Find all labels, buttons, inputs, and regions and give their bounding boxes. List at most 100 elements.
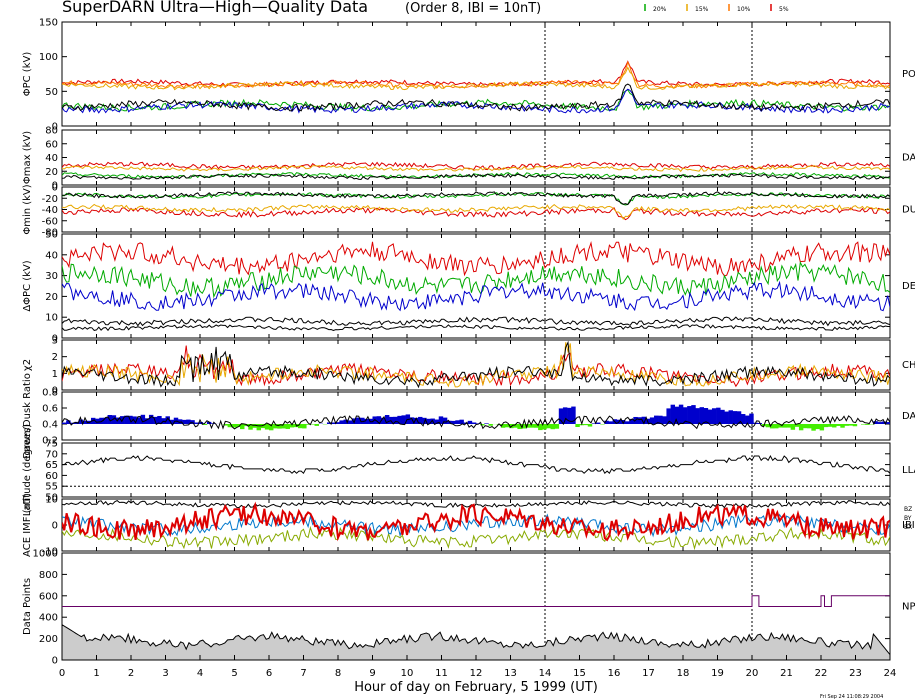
ratio-fill <box>256 424 262 431</box>
y-tick-label: 3 <box>52 336 58 347</box>
y-tick-label: 150 <box>39 18 58 29</box>
ratio-fill <box>865 424 870 425</box>
ratio-fill <box>769 424 775 429</box>
panel-plot-area <box>62 553 890 660</box>
series-line-0 <box>62 500 890 509</box>
y-tick-label: 75 <box>45 439 58 450</box>
ratio-fill <box>604 420 609 424</box>
x-tick-label: 4 <box>197 668 203 679</box>
ratio-fill <box>691 405 696 424</box>
ratio-fill <box>877 422 883 424</box>
ratio-fill <box>836 424 841 426</box>
ratio-fill <box>571 406 576 424</box>
y-axis-label: ACE IMF (nT) <box>22 493 33 557</box>
ratio-fill <box>587 424 593 427</box>
ratio-fill <box>82 420 88 424</box>
ratio-fill <box>347 420 353 424</box>
ratio-fill <box>260 424 266 429</box>
ratio-fill <box>794 424 800 427</box>
ratio-fill <box>331 422 336 424</box>
series-line-2 <box>62 280 890 312</box>
x-tick-label: 23 <box>849 668 862 679</box>
ratio-fill <box>480 424 485 426</box>
ratio-fill <box>438 416 444 424</box>
y-axis-label: ΔΦPC (kV) <box>22 260 33 311</box>
ratio-fill <box>774 424 779 429</box>
y-tick-label: 60 <box>45 471 58 482</box>
y-tick-label: 20 <box>45 167 58 178</box>
panel-plot-area <box>62 340 890 390</box>
ratio-fill <box>397 415 402 424</box>
ratio-fill <box>434 419 440 424</box>
ratio-fill <box>803 424 808 429</box>
panel-phi-pc: 0 50 100 150 ΦPC (kV) PO <box>22 18 915 133</box>
ratio-fill <box>314 424 319 426</box>
y-axis-label: Latitude (degrees) <box>22 424 33 516</box>
panel-phi-min: -80-60-40-200 Φmin (kV) DU <box>22 183 915 239</box>
ratio-fill <box>881 421 887 424</box>
y-tick-label: -80 <box>42 228 58 239</box>
panel-frame <box>61 498 891 552</box>
ratio-fill <box>848 424 854 426</box>
y-tick-label: 10 <box>45 495 58 506</box>
x-axis-label: Hour of day on February, 5 1999 (UT) <box>354 680 598 695</box>
ratio-fill <box>575 424 580 427</box>
ratio-fill <box>649 417 655 424</box>
legend-label-1: 15% <box>695 6 709 13</box>
y-tick-label: 65 <box>45 460 58 471</box>
ratio-fill <box>811 424 816 431</box>
legend: 20% 15% 10% 5% <box>644 4 789 13</box>
ratio-fill <box>683 407 688 424</box>
ratio-fill <box>765 424 771 428</box>
panel-plot-area <box>62 187 890 232</box>
ratio-fill <box>840 424 845 428</box>
ratio-fill <box>198 422 204 424</box>
right-label: PO <box>902 69 915 80</box>
ratio-fill <box>426 418 431 424</box>
ratio-fill <box>529 424 535 428</box>
panel-phi-max: 0 20 40 60 80 Φmax (kV) DAY <box>22 126 915 192</box>
chart-subtitle: (Order 8, IBI = 10nT) <box>405 1 541 16</box>
ratio-fill <box>223 424 228 426</box>
ratio-fill <box>819 424 825 431</box>
ratio-fill <box>798 424 804 431</box>
ratio-fill <box>749 413 754 424</box>
ratio-fill <box>335 422 340 424</box>
x-tick-label: 3 <box>162 668 168 679</box>
ratio-fill <box>306 424 311 425</box>
ratio-fill <box>687 406 692 424</box>
ratio-fill <box>281 424 286 429</box>
imf-component-label: BX <box>904 524 912 531</box>
ratio-fill <box>724 411 729 424</box>
right-label: LLA <box>902 465 915 476</box>
y-tick-label: 1000 <box>33 549 58 560</box>
ratio-fill <box>815 424 820 430</box>
panel-frame <box>61 442 891 498</box>
ratio-fill <box>467 420 473 424</box>
ratio-fill <box>99 417 104 424</box>
ratio-fill <box>716 407 721 424</box>
right-label: NP <box>902 602 915 613</box>
panel-plot-area <box>62 443 890 497</box>
ratio-fill <box>885 422 890 424</box>
x-tick-label: 13 <box>504 668 517 679</box>
ratio-fill <box>384 415 390 424</box>
series-line-5 <box>62 83 890 112</box>
y-axis-label: Dawn/Dusk Ratio <box>22 373 33 459</box>
ratio-fill <box>409 417 415 424</box>
ratio-fill <box>596 422 601 424</box>
ratio-fill <box>695 408 700 424</box>
x-tick-label: 8 <box>335 668 341 679</box>
ratio-fill <box>567 407 572 424</box>
y-tick-label: 20 <box>45 292 58 303</box>
y-tick-label: 0.6 <box>42 404 58 415</box>
ratio-fill <box>182 419 187 424</box>
ratio-fill <box>707 409 713 424</box>
panel-ratio: 0.2 0.4 0.6 0.8 Dawn/Dusk Ratio DAY <box>22 373 915 459</box>
series-line-3 <box>62 173 890 181</box>
panel-plot-area <box>62 392 890 440</box>
ratio-fill <box>95 418 100 424</box>
series-line-0 <box>62 241 890 277</box>
y-tick-label: 10 <box>45 313 58 324</box>
ratio-fill <box>562 407 568 424</box>
